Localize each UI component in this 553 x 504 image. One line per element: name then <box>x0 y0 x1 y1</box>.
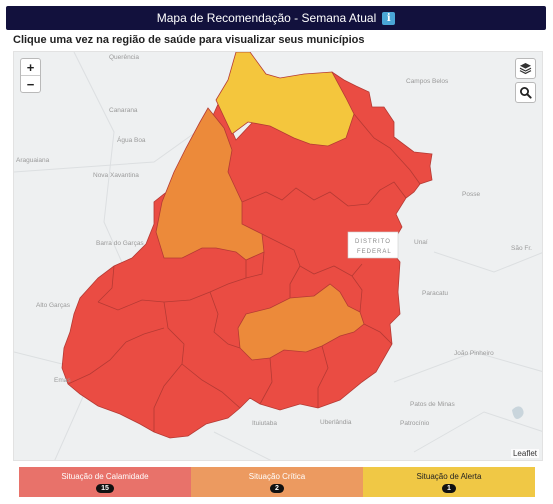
region-alerta[interactable] <box>215 52 355 147</box>
legend-label: Situação de Calamidade <box>61 471 149 481</box>
place-label: Campos Belos <box>406 78 449 85</box>
place-label: Patos de Minas <box>410 401 456 408</box>
region-critica-oeste[interactable] <box>155 107 265 261</box>
water-body <box>512 406 524 419</box>
place-label: João Pinheiro <box>454 350 494 357</box>
place-label: Uberlândia <box>320 419 352 426</box>
place-label: Barra do Garças <box>96 240 144 247</box>
legend-count-badge: 1 <box>442 483 456 493</box>
map-container[interactable]: DISTRITO FEDERAL Querência Canarana Água… <box>13 51 543 461</box>
legend: Situação de Calamidade 15 Situação Críti… <box>19 467 535 497</box>
place-label: Araguaiana <box>16 157 50 164</box>
legend-count-badge: 15 <box>96 483 114 493</box>
zoom-out-button[interactable]: − <box>21 75 40 92</box>
place-label: Paracatu <box>422 290 448 297</box>
legend-calamidade: Situação de Calamidade 15 <box>19 467 191 497</box>
layers-icon <box>519 63 532 75</box>
place-label: Canarana <box>109 107 138 114</box>
place-label: Patrocínio <box>400 420 430 427</box>
map-instruction: Clique uma vez na região de saúde para v… <box>13 34 365 46</box>
place-label: Querência <box>109 54 139 61</box>
place-label: São Fr. <box>511 245 532 252</box>
place-label: Emas <box>54 377 71 384</box>
zoom-in-button[interactable]: + <box>26 59 35 75</box>
search-button[interactable] <box>515 82 536 103</box>
region-borders <box>67 113 421 432</box>
info-icon[interactable]: i <box>382 11 396 25</box>
legend-count-badge: 2 <box>270 483 284 493</box>
df-label-line2: FEDERAL <box>357 249 392 255</box>
search-icon <box>520 87 532 99</box>
page-header: Mapa de Recomendação - Semana Atual i <box>6 6 546 30</box>
place-label: Água Boa <box>117 135 146 144</box>
distrito-federal-area[interactable] <box>347 231 399 259</box>
layers-button[interactable] <box>515 58 536 79</box>
legend-label: Situação Crítica <box>248 471 306 481</box>
map-canvas[interactable]: DISTRITO FEDERAL Querência Canarana Água… <box>14 52 543 461</box>
place-label: Unaí <box>414 239 428 246</box>
legend-label: Situação de Alerta <box>416 471 482 481</box>
place-label: Posse <box>462 191 480 198</box>
legend-critica: Situação Crítica 2 <box>191 467 363 497</box>
zoom-control: + − <box>20 58 41 93</box>
region-critica-sul[interactable] <box>237 283 365 361</box>
header-title: Mapa de Recomendação - Semana Atual <box>156 11 377 25</box>
place-label: Ituiutaba <box>252 420 277 427</box>
place-label: Nova Xavantina <box>93 172 139 179</box>
place-label: Alto Garças <box>36 302 71 309</box>
map-attribution[interactable]: Leaflet <box>510 449 539 458</box>
legend-alerta: Situação de Alerta 1 <box>363 467 535 497</box>
df-label-line1: DISTRITO <box>355 239 391 245</box>
